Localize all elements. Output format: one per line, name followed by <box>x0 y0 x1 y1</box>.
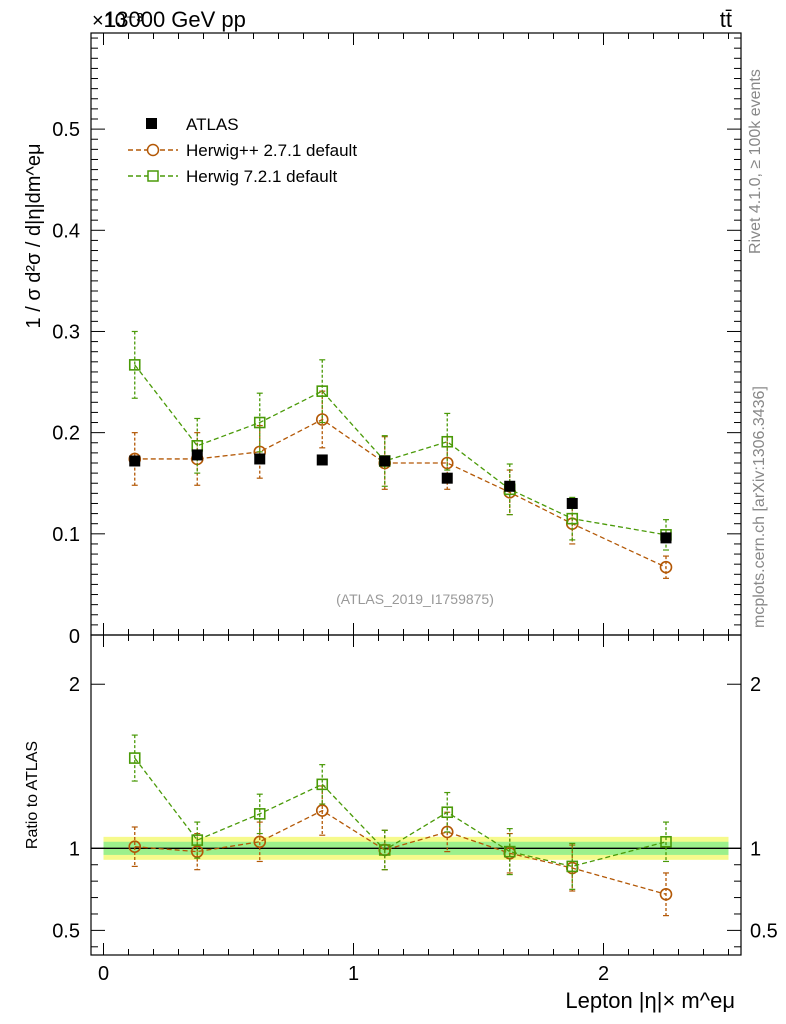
main-y-tick-label-0: 0.1 <box>52 524 80 546</box>
main-atlas-point-2 <box>254 453 266 465</box>
main-herwig-7-2-1-default-point-2 <box>253 416 266 429</box>
main-atlas-point-3 <box>316 454 328 466</box>
x-tick-label-2: 2 <box>598 963 609 985</box>
ratio-herwig-7-2-1-default-point-3 <box>316 778 329 791</box>
main-panel: 0.10.20.30.40.5 (ATLAS_2019_I1759875) 0 … <box>23 32 742 648</box>
legend-herwig7-marker <box>147 170 159 182</box>
ratio-y-tick-label-left-1: 1 <box>69 838 80 860</box>
legend: ATLAS Herwig++ 2.7.1 default Herwig 7.2.… <box>128 115 357 186</box>
ratio-y-tick-label-right-0: 0.5 <box>750 920 778 942</box>
ratio-herwig-7-2-1-default-point-1 <box>191 834 204 846</box>
main-y-tick-label-2: 0.3 <box>52 321 80 343</box>
main-atlas-point-1 <box>191 449 203 461</box>
main-y-tick-label-1: 0.2 <box>52 423 80 445</box>
rivet-label: Rivet 4.1.0, ≥ 100k events <box>747 69 764 254</box>
main-atlas-point-7 <box>566 497 578 509</box>
energy-label: 13000 GeV pp <box>104 7 246 32</box>
main-atlas-point-6 <box>504 480 516 492</box>
ratio-frame <box>90 634 742 956</box>
main-herwig-7-2-1-default-line <box>134 364 667 536</box>
ratio-y-tick-label-right-1: 1 <box>750 838 761 860</box>
main-atlas-point-0 <box>129 455 141 467</box>
ratio-y-axis-label: Ratio to ATLAS <box>24 741 41 849</box>
main-herwig-2-7-1-default-point-3 <box>315 413 329 426</box>
ratio-herwig-2-7-1-default-point-8 <box>659 887 673 901</box>
legend-herwigpp-label: Herwig++ 2.7.1 default <box>186 141 357 160</box>
x-axis-label: Lepton |η|× m^eμ <box>565 988 735 1013</box>
main-herwig-7-2-1-default-point-5 <box>441 435 454 448</box>
ratio-herwig-7-2-1-default-line <box>134 757 667 868</box>
ratio-y-tick-label-left-0: 0.5 <box>52 920 80 942</box>
ratio-herwig-7-2-1-default-point-7 <box>566 860 579 873</box>
process-label: tt̄ <box>720 7 732 32</box>
x-tick-label-0: 0 <box>98 963 109 985</box>
main-atlas-point-8 <box>660 532 672 544</box>
legend-herwigpp-marker <box>146 143 160 157</box>
ratio-panel: 0.5 0.5 1 1 2 2 Ratio to ATLAS <box>24 634 778 956</box>
main-atlas-point-4 <box>379 455 391 467</box>
ratio-herwig-7-2-1-default-point-2 <box>253 808 266 820</box>
ratio-herwig-7-2-1-default-point-8 <box>660 835 672 848</box>
legend-atlas-marker <box>146 118 157 129</box>
main-atlas-point-5 <box>441 472 453 484</box>
legend-atlas-label: ATLAS <box>186 115 239 134</box>
main-y-tick-label-3: 0.4 <box>52 220 80 242</box>
x-tick-label-1: 1 <box>348 963 359 985</box>
mcplots-label: mcplots.cern.ch [arXiv:1306.3436] <box>751 386 768 628</box>
main-herwig-7-2-1-default-point-0 <box>128 359 141 371</box>
ratio-herwig-7-2-1-default-point-4 <box>378 844 391 856</box>
ratio-herwig-2-7-1-default-point-3 <box>315 804 329 817</box>
ratio-herwig-2-7-1-default-point-2 <box>253 835 267 849</box>
exponent-label: ×10⁻³ <box>92 10 143 32</box>
ratio-herwig-7-2-1-default-point-6 <box>503 845 516 858</box>
ratio-herwig-2-7-1-default-point-0 <box>128 840 142 853</box>
main-y-tick-label-4: 0.5 <box>52 119 80 141</box>
main-y-zero-label: 0 <box>69 626 80 648</box>
ratio-herwig-7-2-1-default-point-5 <box>441 806 454 819</box>
ratio-herwig-7-2-1-default-point-0 <box>128 752 141 764</box>
main-herwig-7-2-1-default-point-3 <box>316 385 329 397</box>
main-herwig-2-7-1-default-line <box>134 418 667 568</box>
ratio-y-tick-label-left-2: 2 <box>69 674 80 696</box>
legend-herwig7-label: Herwig 7.2.1 default <box>186 167 337 186</box>
ratio-herwig-2-7-1-default-line <box>134 809 667 895</box>
x-axis: 0 1 2 Lepton |η|× m^eμ <box>98 33 735 1013</box>
main-y-axis-label: 1 / σ d²σ / d|η|dm^eμ <box>23 144 45 329</box>
watermark: (ATLAS_2019_I1759875) <box>336 591 494 607</box>
ratio-herwig-2-7-1-default-point-5 <box>440 825 454 839</box>
ratio-y-tick-label-right-2: 2 <box>750 674 761 696</box>
main-herwig-2-7-1-default-point-8 <box>659 560 673 574</box>
main-herwig-7-2-1-default-point-7 <box>566 512 579 525</box>
